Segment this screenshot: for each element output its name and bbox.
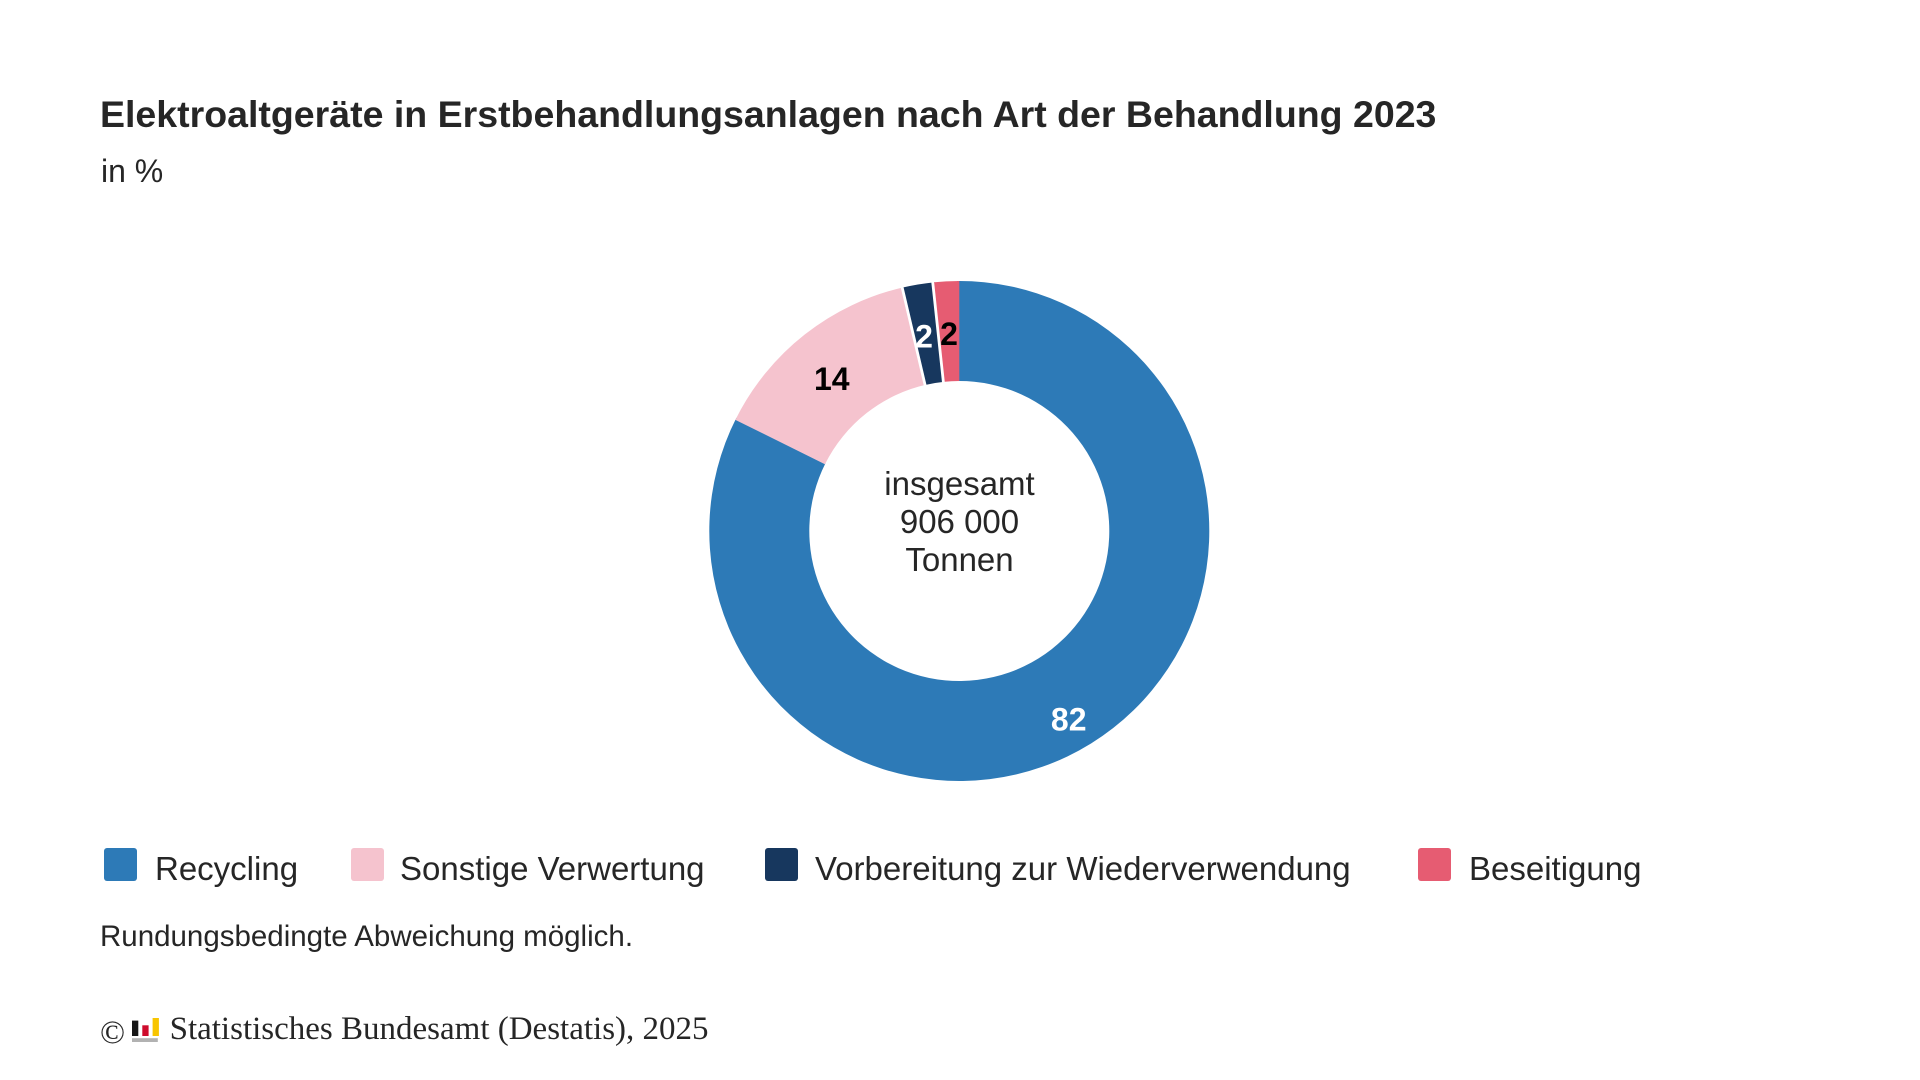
svg-text:2: 2 <box>915 318 933 354</box>
svg-text:82: 82 <box>1051 701 1087 737</box>
svg-text:14: 14 <box>814 361 850 397</box>
svg-text:2: 2 <box>940 316 958 352</box>
